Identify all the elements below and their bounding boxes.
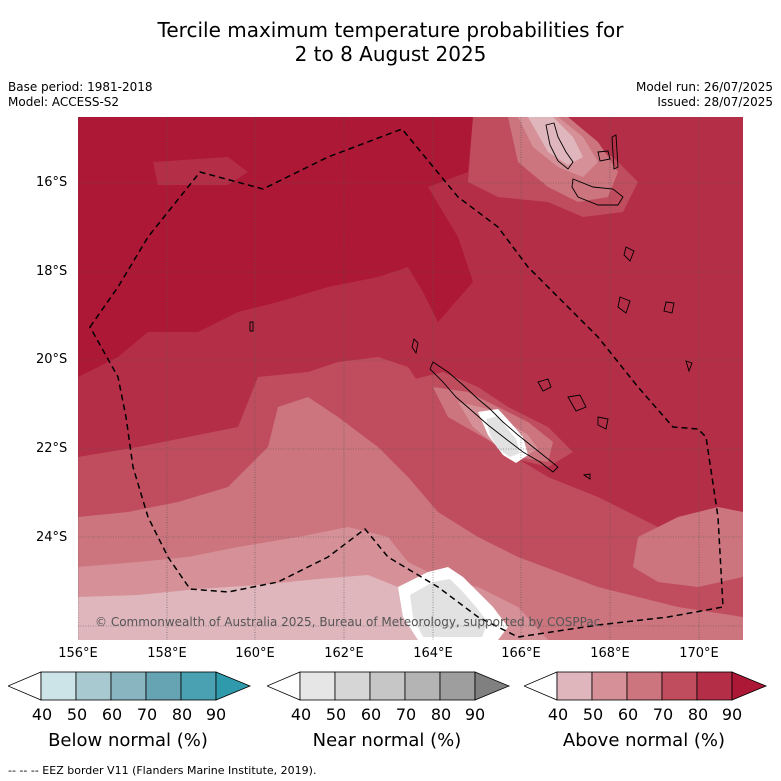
above-60-patch-east	[633, 507, 743, 587]
legend-near-title: Near normal (%)	[312, 730, 462, 751]
small-island-b	[411, 338, 419, 355]
lon-label-168e: 168°E	[590, 646, 630, 661]
legend-below-swatch-2	[75, 671, 112, 701]
legend-below-swatch-4	[145, 671, 182, 701]
vanuatu-islands-outline	[597, 134, 693, 373]
legend-near-swatch-1	[299, 671, 336, 701]
legend-near-tick: 60	[360, 705, 382, 724]
legend-near-tick: 50	[325, 705, 347, 724]
legend-near-normal	[267, 671, 511, 701]
legend-below-tick: 70	[136, 705, 158, 724]
legend-above-tick: 40	[547, 705, 569, 724]
above-40-region	[78, 575, 478, 640]
vanuatu-central-outline	[571, 178, 624, 206]
vanuatu-north-outline	[545, 122, 574, 170]
legend-near-swatch-5	[439, 671, 476, 701]
legend-above-swatch-0	[524, 671, 558, 701]
lat-label-16s: 16°S	[36, 175, 68, 190]
legend-below-normal	[8, 671, 252, 701]
legend-above-tick: 90	[721, 705, 743, 724]
legend-below-tick: 80	[171, 705, 193, 724]
lon-label-164e: 164°E	[413, 646, 453, 661]
lon-label-162e: 162°E	[324, 646, 364, 661]
above-40-patch-north	[528, 117, 583, 165]
issued-date: Issued: 28/07/2025	[657, 95, 773, 109]
legend-below-tick: 90	[205, 705, 227, 724]
lat-label-20s: 20°S	[36, 352, 68, 367]
title-line-1: Tercile maximum temperature probabilitie…	[157, 18, 624, 42]
model-name: Model: ACCESS-S2	[8, 95, 120, 109]
small-island-c	[582, 473, 591, 480]
eez-footer-note: -- -- -- EEZ border V11 (Flanders Marine…	[8, 764, 317, 777]
lat-label-22s: 22°S	[36, 441, 68, 456]
legend-below-swatch-3	[110, 671, 147, 701]
meta-left: Base period: 1981-2018 Model: ACCESS-S2	[8, 80, 153, 110]
copyright-text: © Commonwealth of Australia 2025, Bureau…	[95, 615, 600, 629]
legend-above-title: Above normal (%)	[562, 730, 726, 751]
legend-above-swatch-5	[696, 671, 733, 701]
legend-near-tick: 40	[290, 705, 312, 724]
legend-near-swatch-2	[334, 671, 371, 701]
title-line-2: 2 to 8 August 2025	[294, 42, 487, 66]
probability-map: © Commonwealth of Australia 2025, Bureau…	[78, 117, 743, 640]
legend-near-swatch-0	[267, 671, 301, 701]
lon-label-156e: 156°E	[58, 646, 98, 661]
legend-near-tick: 70	[395, 705, 417, 724]
lat-label-18s: 18°S	[36, 264, 68, 279]
legend-above-tick: 50	[582, 705, 604, 724]
legend-near-tick: 80	[430, 705, 452, 724]
model-run: Model run: 26/07/2025	[635, 80, 773, 94]
coastlines	[249, 122, 693, 480]
gridlines	[78, 117, 743, 640]
lon-label-170e: 170°E	[679, 646, 719, 661]
legend-above-tick: 70	[652, 705, 674, 724]
legend-below-tick: 50	[66, 705, 88, 724]
map-title: Tercile maximum temperature probabilitie…	[0, 18, 781, 66]
legend-above-tick: 60	[617, 705, 639, 724]
small-island-a	[249, 321, 254, 332]
legend-below-title: Below normal (%)	[48, 730, 208, 751]
legend-above-swatch-3	[626, 671, 663, 701]
near-normal-patch-south-inner	[410, 579, 488, 637]
lon-label-158e: 158°E	[147, 646, 187, 661]
legend-above-normal	[524, 671, 768, 701]
lat-label-24s: 24°S	[36, 530, 68, 545]
base-period: Base period: 1981-2018	[8, 80, 153, 94]
legend-below-swatch-1	[40, 671, 77, 701]
legend-above-tick: 80	[687, 705, 709, 724]
eez-border	[89, 128, 724, 638]
legend-below-tick: 40	[31, 705, 53, 724]
meta-right: Model run: 26/07/2025 Issued: 28/07/2025	[636, 80, 773, 110]
legend-above-swatch-6	[731, 671, 768, 701]
legend-below-swatch-5	[180, 671, 217, 701]
legend-near-tick: 90	[464, 705, 486, 724]
legend-above-swatch-1	[556, 671, 593, 701]
legend-below-swatch-6	[215, 671, 252, 701]
legend-near-swatch-6	[474, 671, 511, 701]
new-caledonia-outline	[429, 361, 559, 473]
lon-label-160e: 160°E	[235, 646, 275, 661]
legend-near-swatch-3	[369, 671, 406, 701]
legend-below-swatch-0	[8, 671, 42, 701]
legend-above-swatch-4	[661, 671, 698, 701]
loyalty-islands-outline	[537, 378, 609, 430]
legend-near-swatch-4	[404, 671, 441, 701]
legend-below-tick: 60	[101, 705, 123, 724]
legend-above-swatch-2	[591, 671, 628, 701]
lon-label-166e: 166°E	[501, 646, 541, 661]
